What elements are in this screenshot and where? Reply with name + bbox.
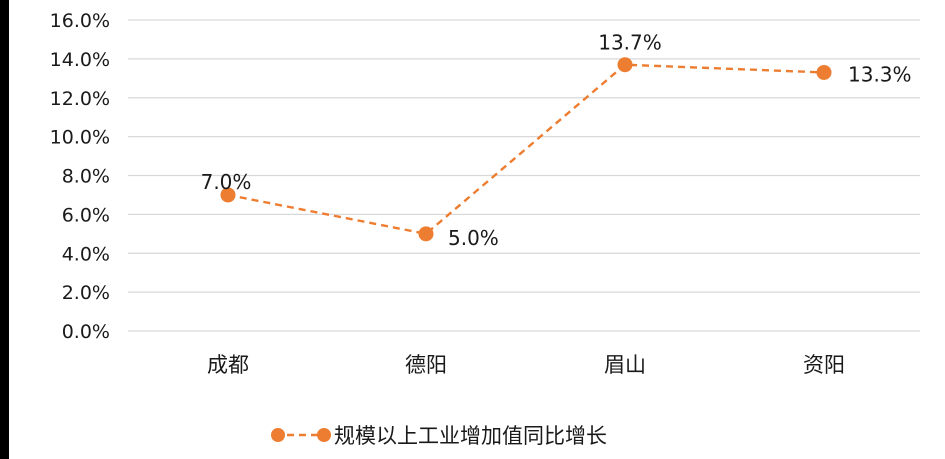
y-tick-label: 0.0% [62, 321, 110, 343]
data-label: 5.0% [448, 226, 499, 250]
y-tick-label: 12.0% [50, 88, 110, 110]
data-point [220, 187, 236, 203]
data-label: 13.7% [598, 31, 662, 55]
legend-marker-left [271, 428, 285, 442]
data-point [418, 226, 434, 242]
legend-marker-right [317, 428, 331, 442]
left-border [0, 0, 9, 459]
data-point [617, 57, 633, 73]
y-tick-label: 16.0% [50, 10, 110, 32]
y-tick-label: 4.0% [62, 243, 110, 265]
x-tick-label: 资阳 [803, 353, 845, 377]
data-label: 7.0% [201, 170, 252, 194]
y-tick-label: 6.0% [62, 204, 110, 226]
x-tick-label: 德阳 [405, 353, 447, 377]
x-tick-label: 眉山 [604, 353, 646, 377]
y-tick-label: 2.0% [62, 282, 110, 304]
data-label: 13.3% [848, 62, 912, 86]
series-line [227, 63, 825, 236]
x-tick-label: 成都 [207, 353, 249, 377]
y-tick-label: 8.0% [62, 166, 110, 188]
y-tick-label: 14.0% [50, 49, 110, 71]
legend-label: 规模以上工业增加值同比增长 [334, 424, 607, 448]
data-point [816, 64, 832, 80]
y-tick-label: 10.0% [50, 127, 110, 149]
